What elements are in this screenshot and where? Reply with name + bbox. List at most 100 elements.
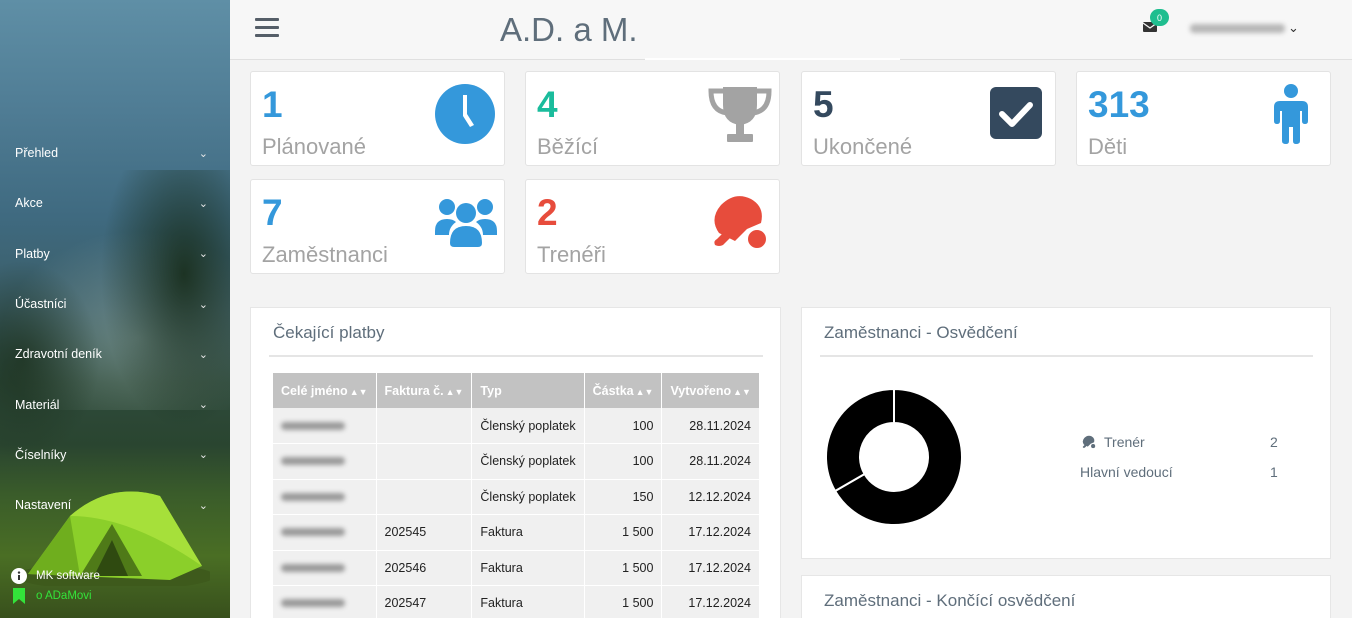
- sidebar-item-akce[interactable]: Akce ⌄: [0, 178, 230, 228]
- sidebar-item-prehled[interactable]: Přehled ⌄: [0, 128, 230, 178]
- stat-value: 5: [813, 84, 834, 125]
- users-icon: [435, 199, 497, 247]
- stat-children[interactable]: 313 Děti: [1076, 71, 1331, 166]
- bookmark-icon: [10, 588, 27, 605]
- stat-label: Zaměstnanci: [262, 242, 388, 267]
- cell-amount: 100: [584, 408, 663, 444]
- sidebar-background-trees-left: [0, 260, 100, 460]
- cell-created: 17.12.2024: [661, 585, 760, 618]
- donut-slice-2[interactable]: [825, 387, 895, 493]
- legend-value: 1: [1270, 464, 1278, 480]
- table-row[interactable]: Členský poplatek 100 28.11.2024: [273, 408, 760, 444]
- cell-type: Faktura: [471, 585, 585, 618]
- sidebar: Přehled ⌄ Akce ⌄ Platby ⌄ Účastníci ⌄ Zd…: [0, 0, 230, 618]
- cell-type: Členský poplatek: [471, 408, 585, 444]
- stat-trainers[interactable]: 2 Trenéři: [525, 179, 780, 274]
- panel-divider: [820, 355, 1313, 357]
- stat-label: Děti: [1088, 134, 1128, 159]
- table-row[interactable]: 202546 Faktura 1 500 17.12.2024: [273, 550, 760, 586]
- donut-slice-1[interactable]: [833, 387, 963, 526]
- cell-invoice: 202545: [376, 514, 473, 551]
- cell-name: [273, 585, 377, 618]
- panel-title: Zaměstnanci - Osvědčení: [824, 323, 1018, 342]
- chevron-down-icon: ⌄: [198, 449, 208, 462]
- about-adamovi-link[interactable]: o ADaMovi: [10, 586, 100, 606]
- cell-name: [273, 514, 377, 551]
- cell-invoice: [376, 479, 473, 515]
- stat-value: 1: [262, 84, 283, 125]
- legend-label: Trenér: [1104, 434, 1145, 450]
- column-header-created[interactable]: Vytvořeno ▲▼: [661, 373, 760, 408]
- cell-invoice: [376, 443, 473, 480]
- table-row[interactable]: Členský poplatek 100 28.11.2024: [273, 443, 760, 480]
- stat-value: 7: [262, 192, 283, 233]
- column-header-invoice[interactable]: Faktura č. ▲▼: [376, 373, 473, 408]
- brand-title: A.D. a M.: [500, 11, 638, 48]
- mk-software-link[interactable]: MK software: [10, 566, 100, 586]
- stat-finished[interactable]: 5 Ukončené: [801, 71, 1056, 166]
- chevron-down-icon: ⌄: [198, 248, 208, 261]
- sidebar-background-trees: [100, 170, 230, 430]
- legend-item-trainer: Trenér: [1080, 434, 1145, 450]
- mail-count-badge: 0: [1150, 9, 1169, 26]
- cell-invoice: 202547: [376, 585, 473, 618]
- cell-name: [273, 550, 377, 586]
- chevron-down-icon: ⌄: [1288, 20, 1299, 35]
- panel-divider: [269, 355, 763, 357]
- hamburger-menu-icon[interactable]: [255, 18, 279, 38]
- sidebar-item-label: Nastavení: [15, 498, 72, 513]
- stat-value: 4: [537, 84, 558, 125]
- table-row[interactable]: 202547 Faktura 1 500 17.12.2024: [273, 585, 760, 618]
- sort-icon: ▲▼: [445, 386, 464, 397]
- sort-icon: ▲▼: [349, 386, 368, 397]
- sidebar-item-material[interactable]: Materiál ⌄: [0, 379, 230, 429]
- chevron-down-icon: ⌄: [198, 499, 208, 512]
- stat-label: Trenéři: [537, 242, 606, 267]
- sidebar-item-label: Číselníky: [15, 447, 67, 462]
- sidebar-item-nastaveni[interactable]: Nastavení ⌄: [0, 480, 230, 530]
- column-header-name[interactable]: Celé jméno ▲▼: [273, 373, 377, 408]
- sidebar-item-label: Přehled: [15, 146, 59, 161]
- clock-icon: [435, 84, 495, 144]
- child-icon: [1274, 84, 1308, 144]
- column-header-type[interactable]: Typ: [471, 373, 585, 408]
- name-redacted: [281, 563, 345, 572]
- table-row[interactable]: 202545 Faktura 1 500 17.12.2024: [273, 514, 760, 551]
- stat-employees[interactable]: 7 Zaměstnanci: [250, 179, 505, 274]
- stat-label: Běžící: [537, 134, 599, 159]
- chevron-down-icon: ⌄: [198, 298, 208, 311]
- checkbox-icon: [990, 87, 1042, 139]
- info-icon: [10, 568, 27, 585]
- legend-label: Hlavní vedoucí: [1080, 464, 1173, 480]
- top-header: A.D. a M. 0 ⌄: [230, 0, 1352, 60]
- sidebar-item-ciselniky[interactable]: Číselníky ⌄: [0, 430, 230, 480]
- legend-value: 2: [1270, 434, 1278, 450]
- legend-item-head-leader: Hlavní vedoucí: [1080, 464, 1173, 480]
- chevron-down-icon: ⌄: [198, 348, 208, 361]
- sidebar-item-platby[interactable]: Platby ⌄: [0, 229, 230, 279]
- table-header-row: Celé jméno ▲▼ Faktura č. ▲▼ Typ Částka ▲▼ V…: [273, 373, 760, 408]
- cell-amount: 150: [584, 479, 663, 515]
- cell-type: Faktura: [471, 514, 585, 551]
- chevron-down-icon: ⌄: [198, 399, 208, 412]
- header-divider: [645, 58, 900, 60]
- cell-name: [273, 408, 377, 444]
- pending-payments-panel: Čekající platby Celé jméno ▲▼ Faktura č. ▲…: [250, 307, 781, 618]
- table-row[interactable]: Členský poplatek 150 12.12.2024: [273, 479, 760, 515]
- trophy-icon: [708, 87, 772, 142]
- cell-created: 28.11.2024: [661, 443, 760, 480]
- sidebar-item-zdravotni-denik[interactable]: Zdravotní deník ⌄: [0, 329, 230, 379]
- sidebar-item-label: Zdravotní deník: [15, 347, 102, 362]
- user-menu[interactable]: ⌄: [1190, 20, 1300, 36]
- column-header-amount[interactable]: Částka ▲▼: [584, 373, 663, 408]
- stat-planned[interactable]: 1 Plánované: [250, 71, 505, 166]
- sidebar-item-ucastnici[interactable]: Účastníci ⌄: [0, 279, 230, 329]
- table-tennis-icon: [1082, 435, 1096, 449]
- certifications-donut-chart: [825, 387, 963, 526]
- sidebar-item-label: Akce: [15, 196, 43, 211]
- cell-created: 17.12.2024: [661, 514, 760, 551]
- stat-running[interactable]: 4 Běžící: [525, 71, 780, 166]
- cell-invoice: [376, 408, 473, 444]
- sidebar-footer: MK software o ADaMovi: [10, 566, 100, 606]
- name-redacted: [281, 457, 345, 466]
